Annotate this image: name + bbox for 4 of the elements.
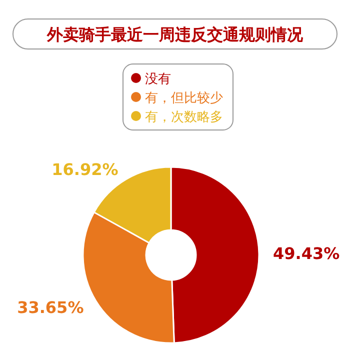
legend-label: 有，但比较少 <box>145 91 223 106</box>
legend-label: 有，次数略多 <box>145 110 223 125</box>
title: 外卖骑手最近一周违反交通规则情况 <box>47 25 303 44</box>
legend-label: 没有 <box>145 72 171 87</box>
